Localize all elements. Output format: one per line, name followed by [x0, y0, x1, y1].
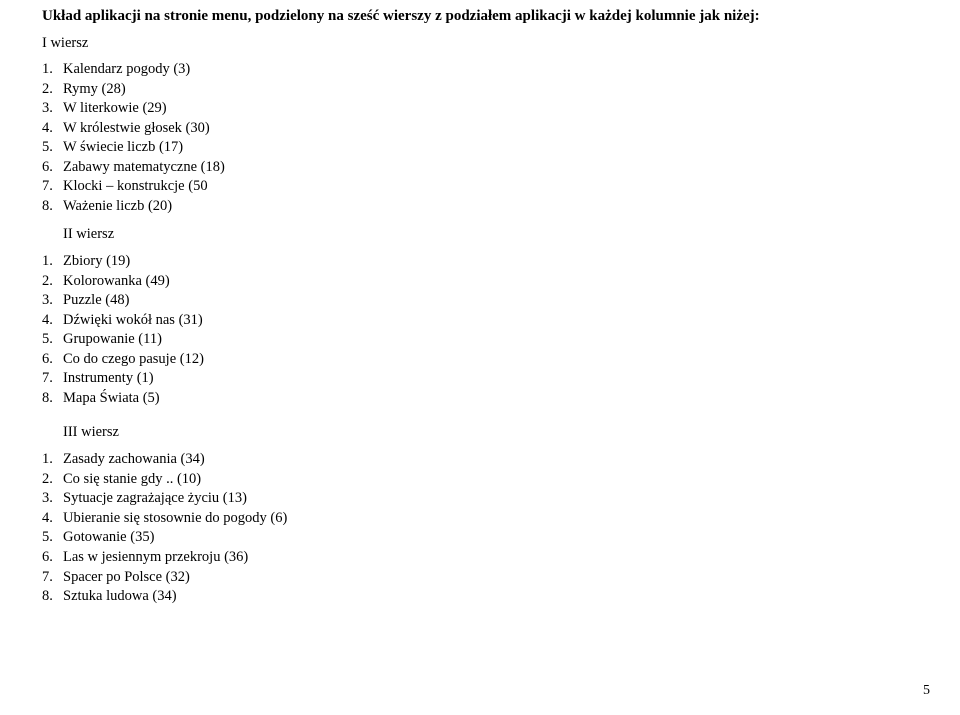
list-item: 3.W literkowie (29): [42, 99, 930, 119]
item-text: Instrumenty (1): [62, 369, 154, 389]
row-1-label: I wiersz: [42, 35, 930, 52]
item-number: 6.: [42, 548, 62, 568]
item-number: 1.: [42, 60, 62, 80]
item-number: 2.: [42, 470, 62, 490]
list-item: 8.Ważenie liczb (20): [42, 197, 930, 217]
item-number: 5.: [42, 528, 62, 548]
item-text: Sytuacje zagrażające życiu (13): [62, 489, 247, 509]
item-number: 4.: [42, 311, 62, 331]
item-number: 8.: [42, 389, 62, 409]
item-text: Co do czego pasuje (12): [62, 350, 204, 370]
list-item: 2.Co się stanie gdy .. (10): [42, 470, 930, 490]
list-item: 5.W świecie liczb (17): [42, 138, 930, 158]
list-item: 7.Spacer po Polsce (32): [42, 568, 930, 588]
list-item: 1.Zbiory (19): [42, 252, 930, 272]
list-item: 2.Kolorowanka (49): [42, 272, 930, 292]
item-text: Mapa Świata (5): [62, 389, 160, 409]
item-text: Rymy (28): [62, 80, 126, 100]
item-number: 6.: [42, 350, 62, 370]
list-item: 5.Grupowanie (11): [42, 330, 930, 350]
row-3-list: 1.Zasady zachowania (34) 2.Co się stanie…: [42, 450, 930, 607]
item-number-blank: [42, 225, 62, 245]
item-text: W literkowie (29): [62, 99, 167, 119]
item-number: 8.: [42, 587, 62, 607]
row-3-label: III wiersz: [62, 423, 119, 443]
item-number: 1.: [42, 252, 62, 272]
item-text: Zbiory (19): [62, 252, 130, 272]
list-item: 7.Instrumenty (1): [42, 369, 930, 389]
item-number: 6.: [42, 158, 62, 178]
item-text: Sztuka ludowa (34): [62, 587, 177, 607]
item-text: Grupowanie (11): [62, 330, 162, 350]
list-item: 2.Rymy (28): [42, 80, 930, 100]
list-item: 5.Gotowanie (35): [42, 528, 930, 548]
item-number: 2.: [42, 272, 62, 292]
item-text: W królestwie głosek (30): [62, 119, 210, 139]
item-number: 1.: [42, 450, 62, 470]
row-3-label-block: III wiersz: [42, 423, 930, 443]
item-number: 4.: [42, 119, 62, 139]
list-item: 6.Co do czego pasuje (12): [42, 350, 930, 370]
item-number: 3.: [42, 489, 62, 509]
page-number: 5: [923, 683, 930, 699]
item-number: 5.: [42, 138, 62, 158]
item-text: Dźwięki wokół nas (31): [62, 311, 203, 331]
item-text: Klocki – konstrukcje (50: [62, 177, 208, 197]
item-text: Gotowanie (35): [62, 528, 154, 548]
item-number-blank: [42, 423, 62, 443]
list-item: 1.Zasady zachowania (34): [42, 450, 930, 470]
row-3-label-line: III wiersz: [42, 423, 930, 443]
list-item: 8.Mapa Świata (5): [42, 389, 930, 409]
item-text: Zasady zachowania (34): [62, 450, 205, 470]
item-number: 3.: [42, 99, 62, 119]
page-title: Układ aplikacji na stronie menu, podziel…: [42, 8, 930, 25]
list-item: 4.Dźwięki wokół nas (31): [42, 311, 930, 331]
list-item: 4.W królestwie głosek (30): [42, 119, 930, 139]
item-number: 7.: [42, 568, 62, 588]
item-number: 8.: [42, 197, 62, 217]
item-text: W świecie liczb (17): [62, 138, 183, 158]
item-number: 4.: [42, 509, 62, 529]
item-text: Las w jesiennym przekroju (36): [62, 548, 248, 568]
list-item: 8.Sztuka ludowa (34): [42, 587, 930, 607]
item-text: Ważenie liczb (20): [62, 197, 172, 217]
item-text: Zabawy matematyczne (18): [62, 158, 225, 178]
row-2-label: II wiersz: [62, 225, 114, 245]
row-2-label-line: II wiersz: [42, 225, 930, 245]
list-item: 3.Sytuacje zagrażające życiu (13): [42, 489, 930, 509]
page-container: Układ aplikacji na stronie menu, podziel…: [0, 0, 960, 715]
item-text: Puzzle (48): [62, 291, 129, 311]
list-item: 6.Zabawy matematyczne (18): [42, 158, 930, 178]
item-text: Kolorowanka (49): [62, 272, 170, 292]
row-2-label-block: II wiersz: [42, 225, 930, 245]
item-text: Kalendarz pogody (3): [62, 60, 190, 80]
row-2-list: 1.Zbiory (19) 2.Kolorowanka (49) 3.Puzzl…: [42, 252, 930, 409]
list-item: 1.Kalendarz pogody (3): [42, 60, 930, 80]
item-number: 7.: [42, 177, 62, 197]
item-number: 2.: [42, 80, 62, 100]
item-number: 5.: [42, 330, 62, 350]
item-number: 3.: [42, 291, 62, 311]
list-item: 3.Puzzle (48): [42, 291, 930, 311]
item-text: Ubieranie się stosownie do pogody (6): [62, 509, 287, 529]
list-item: 4.Ubieranie się stosownie do pogody (6): [42, 509, 930, 529]
list-item: 7.Klocki – konstrukcje (50: [42, 177, 930, 197]
row-1-list: 1.Kalendarz pogody (3) 2.Rymy (28) 3.W l…: [42, 60, 930, 217]
item-text: Spacer po Polsce (32): [62, 568, 190, 588]
list-item: 6.Las w jesiennym przekroju (36): [42, 548, 930, 568]
item-number: 7.: [42, 369, 62, 389]
item-text: Co się stanie gdy .. (10): [62, 470, 201, 490]
